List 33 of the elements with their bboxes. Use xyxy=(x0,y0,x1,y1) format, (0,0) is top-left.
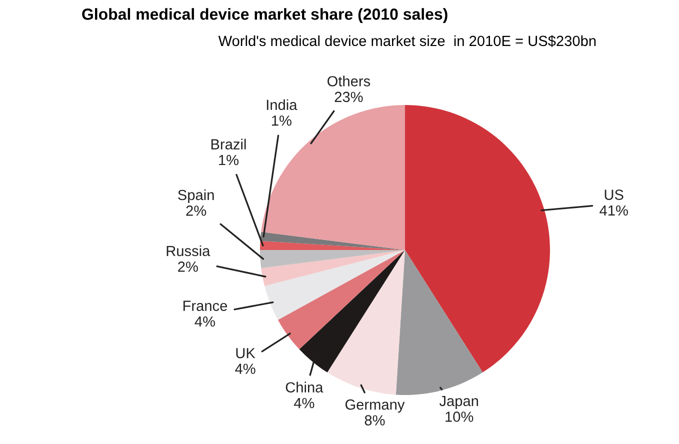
data-label: 41% xyxy=(600,205,628,216)
slice-label: Russia xyxy=(166,245,210,256)
data-label: 2% xyxy=(178,262,198,272)
pie-slice xyxy=(278,250,405,350)
pie-slice xyxy=(260,250,405,268)
slice-label: France xyxy=(183,300,228,311)
slice-label: Brazil xyxy=(211,138,246,150)
pie-slice xyxy=(264,250,405,320)
data-label: 4% xyxy=(235,364,256,374)
slice-label: Japan xyxy=(439,396,478,410)
slice-label: US xyxy=(604,190,624,200)
slice-label: UK xyxy=(236,348,256,358)
pie-slice xyxy=(327,250,405,395)
slice-label: India xyxy=(266,99,298,110)
data-label: 10% xyxy=(446,412,474,422)
pie-slice xyxy=(299,250,405,372)
pie-slice xyxy=(396,250,483,395)
data-label: 1% xyxy=(219,154,239,166)
data-label: 4% xyxy=(194,316,215,327)
slice-label: Germany xyxy=(345,399,405,413)
slice-label: Others xyxy=(328,76,370,86)
chart-subtitle: World's medical device market size in 2010E = US$230bn xyxy=(218,35,596,47)
pie-slice xyxy=(405,105,550,372)
data-label: 1% xyxy=(272,115,292,126)
data-label: 2% xyxy=(186,206,206,216)
chart-title: Global medical device market share (2010 sales) xyxy=(82,8,448,23)
data-label: 23% xyxy=(334,92,363,102)
pie-slice xyxy=(261,250,405,286)
pie-slice xyxy=(260,232,405,250)
slice-label: Spain xyxy=(178,189,214,204)
data-label: 8% xyxy=(364,415,385,426)
data-label: 4% xyxy=(294,398,314,408)
slice-label: China xyxy=(286,382,324,393)
